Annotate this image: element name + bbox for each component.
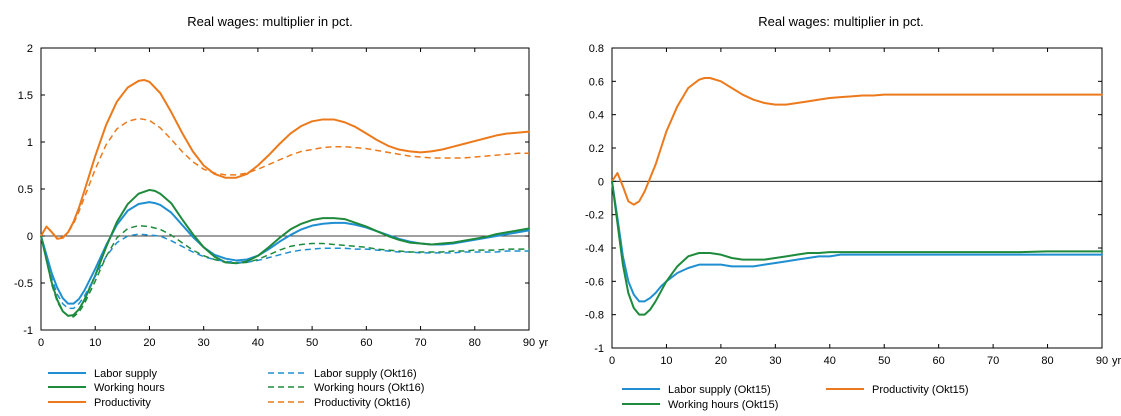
- y-tick-label: 1.5: [18, 90, 33, 102]
- series-line-labor-supply-okt16: [40, 233, 529, 310]
- legend-label: Working hours: [94, 382, 165, 394]
- x-tick-label: 10: [660, 355, 672, 367]
- y-tick-label: -0.2: [585, 210, 604, 222]
- x-tick-label: 20: [143, 337, 155, 349]
- series-line-productivity-okt15: [611, 77, 1103, 206]
- y-tick-label: 0.5: [18, 184, 33, 196]
- x-tick-label: 70: [987, 355, 999, 367]
- y-tick-label: 0: [598, 176, 604, 188]
- series-line-productivity-okt16: [40, 117, 529, 239]
- x-tick-label: 50: [878, 355, 890, 367]
- legend-label: Productivity (Okt16): [314, 397, 411, 409]
- y-tick-label: 2: [27, 43, 33, 55]
- x-unit-label: yr: [1112, 355, 1121, 367]
- y-tick-label: -0.5: [14, 278, 33, 290]
- x-tick-label: 90: [1096, 355, 1108, 367]
- series-line-productivity: [40, 78, 530, 240]
- x-tick-label: 60: [360, 337, 372, 349]
- x-tick-label: 40: [252, 337, 264, 349]
- series-line-working-hours-okt16: [40, 224, 529, 318]
- x-tick-label: 50: [306, 337, 318, 349]
- y-tick-label: -0.4: [585, 243, 604, 255]
- x-tick-label: 80: [469, 337, 481, 349]
- x-tick-label: 0: [609, 355, 615, 367]
- left-chart: Real wages: multiplier in pct. -1 -0.5 0 0.…: [14, 14, 548, 409]
- legend-label: Labor supply: [94, 368, 157, 380]
- legend-label: Labor supply (Okt16): [314, 368, 417, 380]
- plot-frame: [40, 47, 530, 331]
- right-chart-title: Real wages: multiplier in pct.: [758, 14, 923, 29]
- y-tick-label: 0.2: [589, 143, 604, 155]
- y-tick-label: -1: [23, 325, 33, 337]
- y-tick-label: 0: [27, 231, 33, 243]
- y-tick-label: 1: [27, 137, 33, 149]
- x-tick-label: 30: [769, 355, 781, 367]
- x-tick-label: 30: [198, 337, 210, 349]
- legend-label: Labor supply (Okt15): [668, 384, 771, 396]
- plot-frame: [611, 47, 1103, 349]
- x-unit-label: yr: [539, 337, 549, 349]
- y-tick-label: 0.4: [589, 110, 604, 122]
- x-tick-label: 80: [1041, 355, 1053, 367]
- legend-label: Working hours (Okt16): [314, 382, 424, 394]
- x-tick-label: 70: [414, 337, 426, 349]
- x-tick-label: 40: [824, 355, 836, 367]
- right-chart: Real wages: multiplier in pct. -1 -0.8 -0.…: [585, 14, 1121, 411]
- x-tick-label: 60: [933, 355, 945, 367]
- legend-label: Productivity: [94, 397, 151, 409]
- x-tick-label: 20: [715, 355, 727, 367]
- series-line-working-hours: [40, 188, 530, 317]
- x-tick-label: 90: [523, 337, 535, 349]
- y-tick-label: -0.8: [585, 310, 604, 322]
- legend-label: Productivity (Okt15): [872, 384, 969, 396]
- legend-label: Working hours (Okt15): [668, 399, 778, 411]
- x-tick-label: 10: [89, 337, 101, 349]
- left-chart-title: Real wages: multiplier in pct.: [187, 14, 352, 29]
- y-tick-label: 0.6: [589, 76, 604, 88]
- series-line-labor-supply-okt15: [611, 180, 1103, 303]
- x-tick-label: 0: [38, 337, 44, 349]
- series-line-working-hours-okt15: [611, 180, 1103, 316]
- y-tick-label: 0.8: [589, 43, 604, 55]
- y-tick-label: -0.6: [585, 276, 604, 288]
- y-tick-label: -1: [594, 343, 604, 355]
